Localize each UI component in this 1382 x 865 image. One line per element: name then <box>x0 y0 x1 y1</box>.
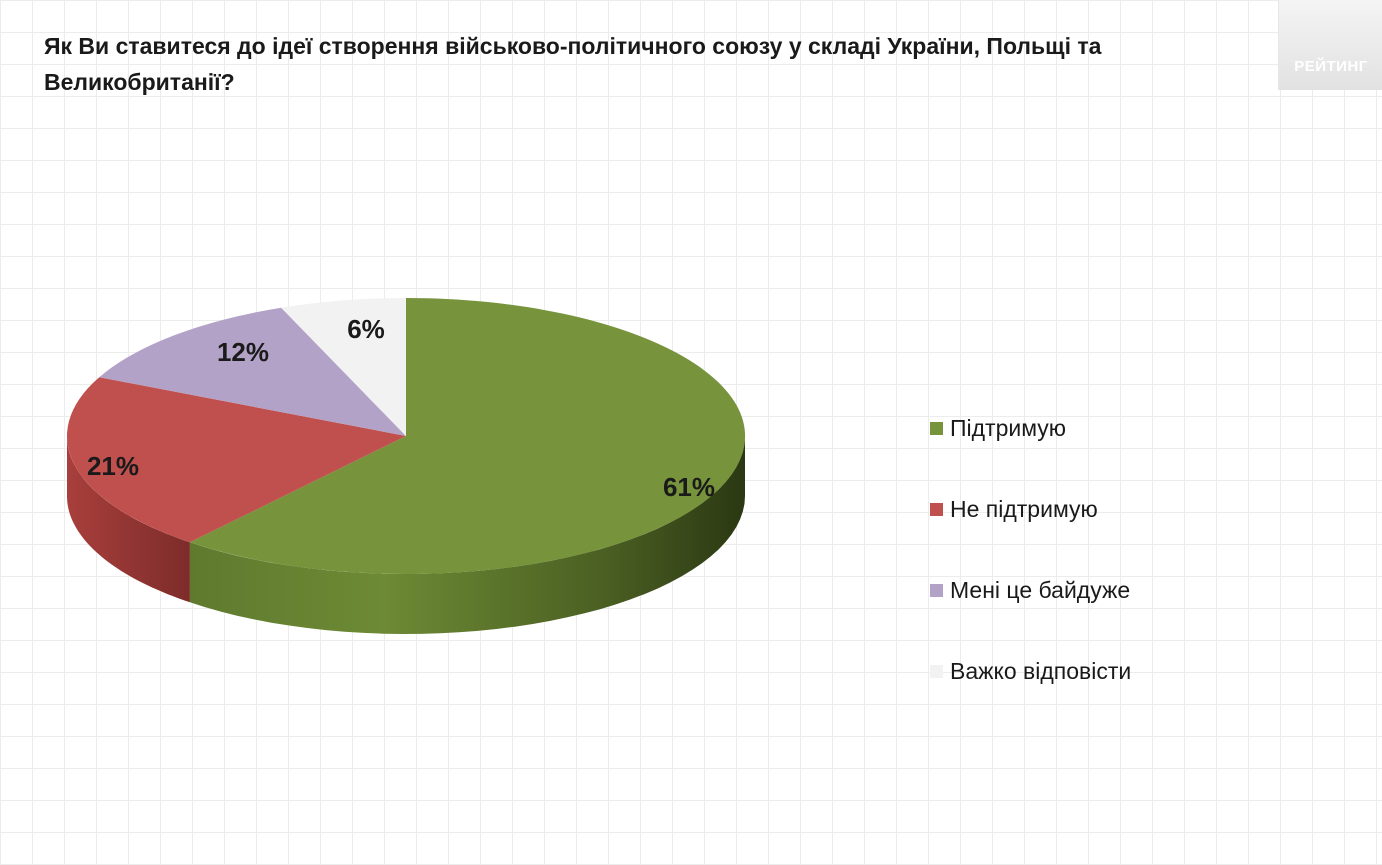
pie-slice-side-support <box>189 436 745 634</box>
legend-label: Не підтримую <box>950 496 1098 522</box>
logo-text: РЕЙТИНГ <box>1294 58 1368 75</box>
legend-label: Підтримую <box>950 415 1067 441</box>
rating-logo: РЕЙТИНГ <box>1278 0 1382 90</box>
data-label-support: 61% <box>663 472 715 502</box>
legend-label: Мені це байдуже <box>950 577 1131 603</box>
legend-item-support: Підтримую <box>930 408 1131 489</box>
legend-swatch <box>930 584 943 597</box>
data-label-indifferent: 12% <box>217 337 269 367</box>
legend-label: Важко відповісти <box>950 658 1132 684</box>
legend-swatch <box>930 422 943 435</box>
legend-item-not-support: Не підтримую <box>930 489 1131 570</box>
chart-title: Як Ви ставитеся до ідеї створення військ… <box>44 33 1102 95</box>
legend-item-indifferent: Мені це байдуже <box>930 570 1131 651</box>
pie-slice-support <box>189 298 746 574</box>
legend-swatch <box>930 503 943 516</box>
data-label-not-support: 21% <box>87 451 139 481</box>
pie-slice-side-not-support <box>67 436 190 603</box>
pie-slice-not-support <box>67 377 407 543</box>
pie-slice-indifferent <box>99 307 407 436</box>
pie-slice-hard-to-say <box>281 298 406 436</box>
data-label-hard-to-say: 6% <box>347 314 385 344</box>
legend-item-hard-to-say: Важко відповісти <box>930 651 1131 732</box>
legend-swatch <box>930 665 943 678</box>
legend: Підтримую Не підтримую Мені це байдуже В… <box>930 408 1131 732</box>
